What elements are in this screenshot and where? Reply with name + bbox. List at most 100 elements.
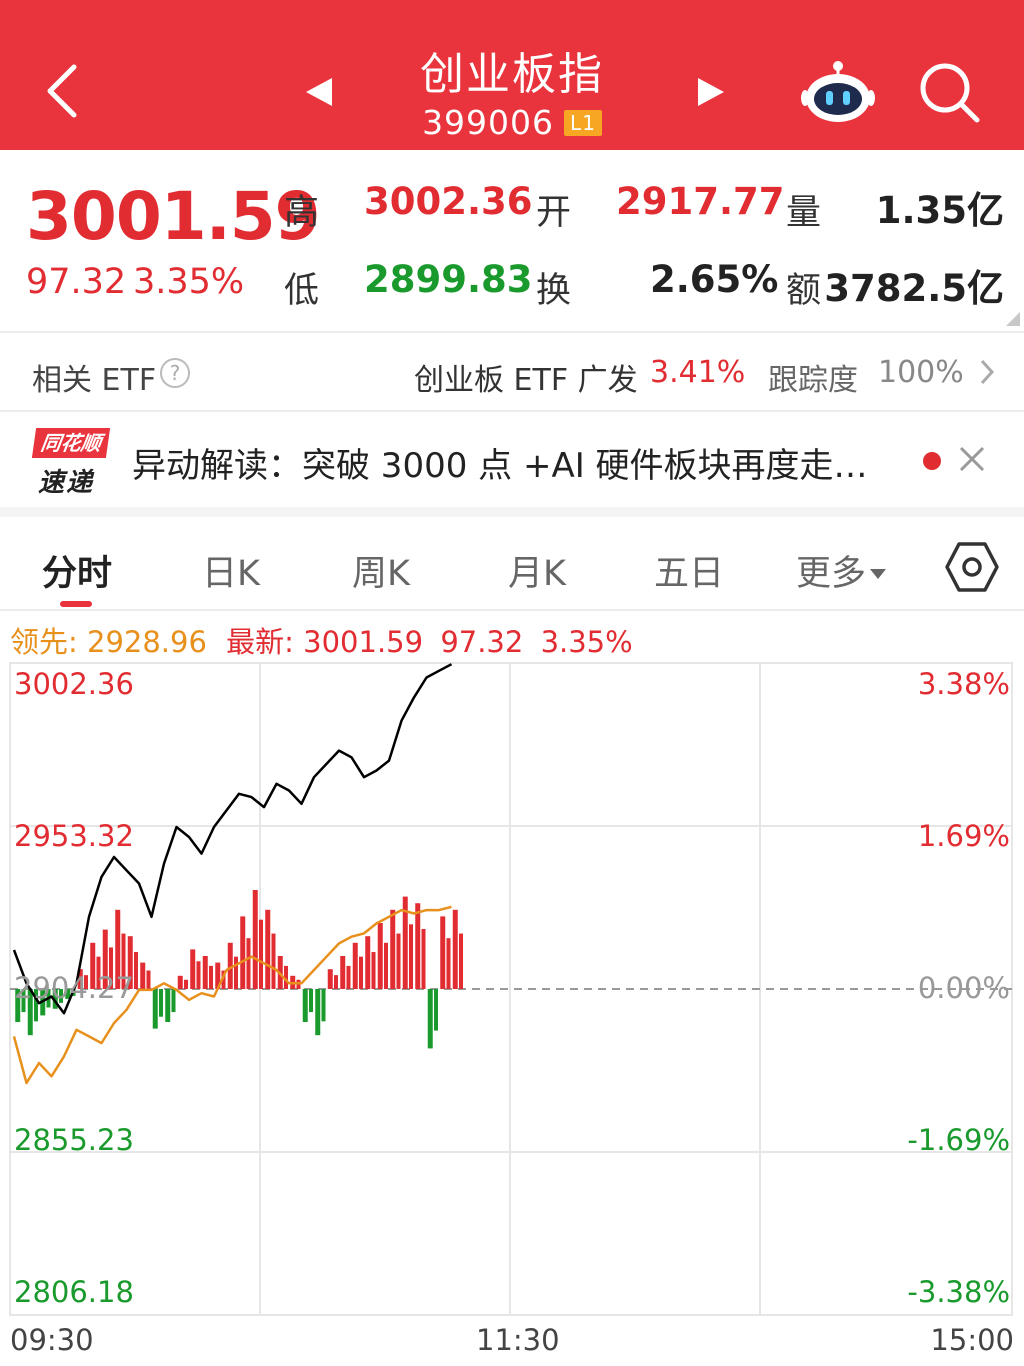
lead-value: 2928.96 — [87, 625, 207, 659]
divider — [0, 609, 1024, 611]
turnover-label: 换 — [536, 271, 572, 311]
momentum-bar — [121, 933, 126, 989]
tracking-label: 跟踪度 — [768, 363, 858, 398]
previous-stock-icon[interactable] — [300, 72, 340, 112]
low-value: 2899.83 — [364, 258, 533, 301]
momentum-bar — [152, 989, 158, 1029]
momentum-bar — [452, 909, 458, 989]
momentum-bar — [127, 936, 133, 989]
momentum-bar — [215, 962, 221, 989]
back-arrow-icon[interactable] — [30, 55, 100, 125]
momentum-bar — [259, 919, 263, 989]
lead-index-line — [12, 905, 452, 1085]
intraday-chart-svg[interactable] — [0, 655, 1024, 1366]
divider — [0, 410, 1024, 412]
momentum-bar — [109, 947, 113, 989]
pct-tick-upper: 1.69% — [917, 819, 1010, 853]
momentum-bar — [252, 890, 258, 989]
momentum-bar — [102, 929, 108, 989]
momentum-bar — [146, 970, 151, 989]
momentum-bar — [421, 928, 426, 989]
intraday-chart[interactable]: 3002.36 2953.32 2904.27 2855.23 2806.18 … — [0, 655, 1024, 1366]
settings-hexagon-icon[interactable] — [944, 539, 1000, 595]
time-tick-midday: 11:30 — [476, 1323, 560, 1357]
momentum-bar — [196, 961, 201, 989]
high-value: 3002.36 — [364, 180, 533, 223]
help-icon[interactable]: ? — [160, 358, 190, 388]
momentum-bar — [209, 965, 213, 989]
momentum-bar — [415, 903, 421, 989]
momentum-bar — [359, 956, 363, 989]
momentum-bar — [321, 989, 326, 1022]
tab-weekly-k[interactable]: 周K — [352, 554, 410, 594]
momentum-bar — [165, 989, 171, 1022]
momentum-bar — [446, 938, 451, 989]
tab-intraday[interactable]: 分时 — [42, 554, 113, 594]
momentum-bar — [240, 916, 246, 989]
quote-panel: 3001.59 97.32 3.35% 高 3002.36 低 2899.83 … — [0, 150, 1024, 330]
price-line — [12, 663, 453, 1015]
momentum-bar — [159, 989, 163, 1017]
momentum-bar — [440, 916, 446, 989]
related-etf-row[interactable]: 相关 ETF ? 创业板 ETF 广发 3.41% 跟踪度 100% — [0, 333, 1024, 411]
momentum-bar — [396, 933, 401, 989]
pct-tick-lower: -1.69% — [907, 1123, 1010, 1157]
level-badge: L1 — [564, 110, 602, 136]
latest-change: 97.32 — [440, 625, 524, 659]
etf-name[interactable]: 创业板 ETF 广发 — [414, 363, 638, 398]
news-ticker[interactable]: 同花顺 速递 异动解读：突破 3000 点 +AI 硬件板块再度走… — [0, 412, 1024, 507]
price-tick-top: 3002.36 — [14, 667, 134, 701]
momentum-bar — [177, 975, 183, 989]
chart-tabs: 分时 日K 周K 月K 五日 更多 — [0, 517, 1024, 609]
tab-monthly-k[interactable]: 月K — [508, 554, 566, 594]
volume-value: 1.35亿 — [875, 189, 1004, 232]
momentum-bar — [427, 989, 433, 1049]
momentum-bar — [284, 965, 288, 989]
pct-tick-bottom: -3.38% — [907, 1275, 1010, 1309]
momentum-bar — [96, 956, 101, 989]
tab-daily-k[interactable]: 日K — [202, 554, 260, 594]
momentum-bar — [315, 989, 321, 1036]
divider — [0, 331, 1024, 333]
momentum-bar — [377, 923, 383, 989]
chevron-right-icon[interactable] — [976, 357, 998, 387]
momentum-bar — [52, 989, 58, 1009]
header-bar: 创业板指 399006 L1 — [0, 0, 1024, 150]
price-tick-mid: 2904.27 — [14, 971, 134, 1005]
momentum-bar — [459, 933, 463, 989]
news-logo: 同花顺 — [31, 428, 111, 458]
momentum-bar — [21, 989, 26, 1013]
chart-info-line: 领先: 2928.96 最新: 3001.59 97.32 3.35% — [10, 619, 633, 661]
pct-tick-top: 3.38% — [917, 667, 1010, 701]
momentum-bar — [246, 938, 251, 989]
momentum-bar — [190, 949, 196, 989]
momentum-bar — [65, 989, 71, 999]
momentum-bar — [371, 952, 376, 989]
tracking-value: 100% — [878, 355, 964, 390]
momentum-bar — [77, 969, 83, 989]
momentum-bar — [309, 989, 313, 1013]
momentum-bar — [352, 942, 358, 989]
caret-down-icon — [870, 569, 887, 579]
robot-assistant-icon[interactable] — [800, 58, 876, 128]
last-price: 3001.59 — [26, 178, 321, 255]
news-headline[interactable]: 异动解读：突破 3000 点 +AI 硬件板块再度走… — [132, 446, 868, 486]
open-value: 2917.77 — [616, 180, 785, 223]
momentum-bar — [90, 942, 96, 989]
volume-label: 量 — [786, 193, 822, 233]
expand-corner-icon[interactable] — [1006, 312, 1020, 326]
next-stock-icon[interactable] — [690, 72, 730, 112]
momentum-bar — [402, 896, 408, 989]
momentum-bar — [384, 942, 388, 989]
momentum-bar — [171, 989, 176, 1013]
stock-code: 399006 — [422, 103, 555, 142]
momentum-bar — [390, 909, 396, 989]
momentum-bar — [59, 989, 63, 1003]
tab-more[interactable]: 更多 — [796, 545, 887, 596]
turnover-value: 2.65% — [650, 258, 779, 301]
latest-change-pct: 3.35% — [540, 625, 633, 659]
tab-five-day[interactable]: 五日 — [654, 554, 725, 594]
price-change-pct: 3.35% — [133, 262, 245, 302]
search-icon[interactable] — [915, 58, 985, 128]
close-icon[interactable] — [955, 442, 989, 476]
